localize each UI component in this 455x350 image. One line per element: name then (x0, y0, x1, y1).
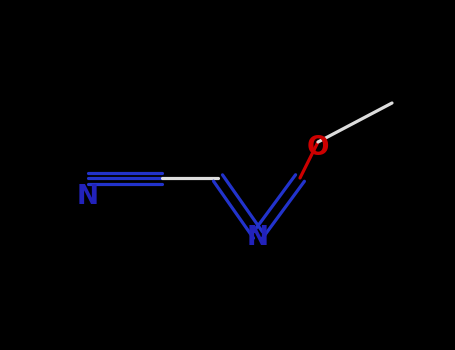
Text: O: O (307, 135, 329, 161)
Text: N: N (247, 225, 269, 251)
Text: N: N (77, 184, 99, 210)
